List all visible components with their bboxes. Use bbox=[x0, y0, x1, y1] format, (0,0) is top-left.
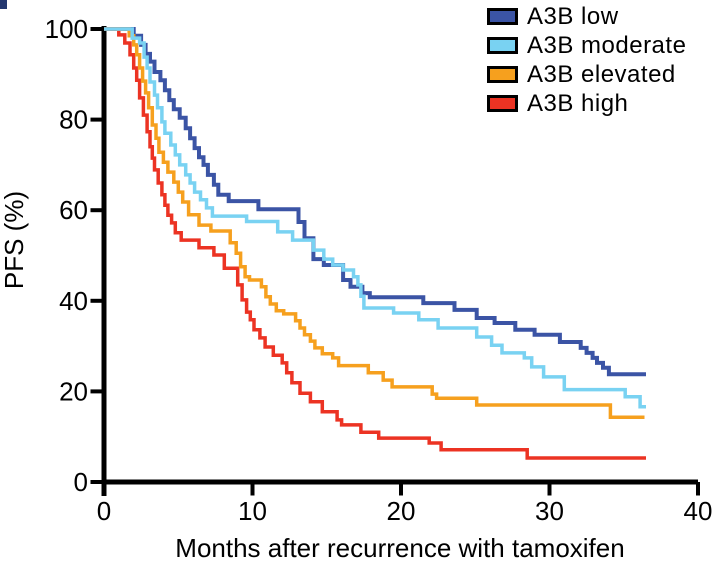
x-tick-label: 0 bbox=[97, 496, 111, 526]
series-line-a3b-low bbox=[104, 27, 646, 377]
y-tick-label: 40 bbox=[59, 286, 88, 316]
legend-item: A3B moderate bbox=[487, 31, 686, 60]
y-axis-title: PFS (%) bbox=[0, 191, 29, 289]
legend-swatch-a3b-low bbox=[487, 8, 518, 25]
x-axis-title: Months after recurrence with tamoxifen bbox=[175, 533, 624, 563]
legend-label: A3B moderate bbox=[527, 31, 687, 59]
legend-label: A3B high bbox=[527, 89, 629, 117]
legend-item: A3B low bbox=[487, 2, 686, 31]
legend-label: A3B elevated bbox=[527, 60, 676, 88]
crop-artifact-mark bbox=[0, 0, 7, 9]
legend: A3B low A3B moderate A3B elevated A3B hi… bbox=[487, 2, 686, 118]
y-tick-label: 100 bbox=[45, 14, 88, 44]
series-line-a3b-elevated bbox=[104, 27, 645, 419]
survival-curves bbox=[104, 27, 646, 460]
legend-item: A3B high bbox=[487, 89, 686, 118]
tick-labels: 0 20 40 60 80 100 0 10 20 30 40 bbox=[45, 14, 713, 526]
x-tick-label: 20 bbox=[387, 496, 416, 526]
legend-swatch-a3b-moderate bbox=[487, 37, 518, 54]
x-tick-label: 40 bbox=[684, 496, 713, 526]
x-tick-label: 30 bbox=[535, 496, 564, 526]
y-tick-label: 20 bbox=[59, 376, 88, 406]
legend-label: A3B low bbox=[527, 2, 619, 30]
series-line-a3b-moderate bbox=[104, 27, 646, 409]
y-tick-label: 0 bbox=[74, 467, 88, 497]
legend-swatch-a3b-elevated bbox=[487, 66, 518, 83]
y-tick-label: 60 bbox=[59, 195, 88, 225]
x-tick-label: 10 bbox=[238, 496, 267, 526]
axes bbox=[90, 26, 700, 496]
legend-swatch-a3b-high bbox=[487, 95, 518, 112]
series-line-a3b-high bbox=[104, 27, 646, 460]
y-tick-label: 80 bbox=[59, 105, 88, 135]
legend-item: A3B elevated bbox=[487, 60, 686, 89]
